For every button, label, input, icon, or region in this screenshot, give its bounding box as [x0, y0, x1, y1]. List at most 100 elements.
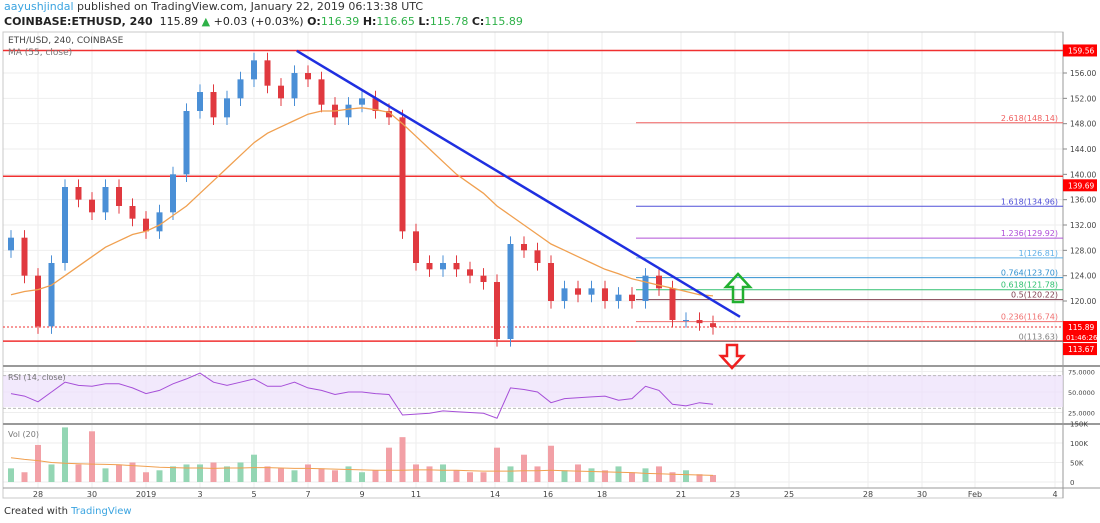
candle-body: [615, 294, 622, 301]
candle-body: [386, 111, 392, 118]
countdown-label: 01:46:26: [1066, 334, 1098, 342]
arrow-down-icon: [718, 343, 746, 370]
volume-bar: [372, 470, 379, 482]
candle-body: [642, 275, 649, 301]
price-level-label: 159.56: [1068, 46, 1094, 55]
candle-body: [345, 104, 352, 118]
triangle-up-icon: ▲: [201, 15, 211, 28]
close-value: 115.89: [484, 15, 523, 28]
candle-body: [534, 250, 541, 264]
volume-bar: [467, 472, 473, 482]
price-level-label: 139.69: [1068, 181, 1094, 190]
volume-bar: [399, 437, 406, 482]
price-tick-label: 120.00: [1070, 297, 1096, 306]
volume-bar: [116, 464, 122, 482]
close-label: C:: [471, 15, 485, 28]
time-tick-label: 30: [917, 490, 927, 499]
volume-ma-line: [10, 457, 714, 476]
candle-body: [75, 187, 82, 200]
candle-body: [507, 244, 514, 339]
fib-level-label: 0.618(121.78): [1001, 281, 1058, 290]
time-tick-label: 5: [251, 490, 256, 499]
chart-frame: [2, 31, 1064, 499]
time-tick-label: 28: [863, 490, 873, 499]
price-label-box: [1063, 343, 1097, 356]
candle-body: [399, 117, 406, 232]
bearish-trendline: [296, 49, 741, 318]
candle-body: [359, 98, 365, 105]
volume-bar: [183, 464, 190, 482]
price-tick-label: 156.00: [1070, 69, 1096, 78]
candle-body: [453, 263, 460, 270]
volume-bar: [480, 472, 487, 482]
time-tick-label: 23: [730, 490, 740, 499]
candle-body: [116, 187, 122, 207]
candle-body: [8, 237, 14, 251]
rsi-line: [10, 372, 714, 419]
volume-bar: [197, 464, 203, 482]
volume-pane: [8, 427, 716, 482]
volume-bar: [278, 468, 284, 482]
candle-body: [237, 79, 244, 99]
volume-bar: [156, 470, 163, 482]
candle-body: [548, 263, 554, 301]
symbol: COINBASE:ETHUSD, 240: [4, 15, 153, 28]
fibonacci-retracement[interactable]: 2.618(148.14) 1.618(134.96) 1.236(129.92) 1…: [636, 114, 1063, 342]
time-tick-label: 4: [1052, 490, 1057, 499]
volume-bar: [413, 464, 419, 482]
volume-tick-label: 100K: [1070, 440, 1088, 448]
volume-bar: [426, 466, 433, 482]
tradingview-logo[interactable]: TradingView: [71, 506, 132, 517]
trendline[interactable]: [296, 49, 741, 318]
volume-bar: [548, 445, 554, 482]
rsi-pane: [3, 372, 1063, 419]
fib-level-label: 1(126.81): [1019, 249, 1058, 258]
fib-level-label: 0.5(120.22): [1011, 291, 1058, 300]
publish-text: published on TradingView.com, January 22…: [77, 0, 424, 13]
price-chart[interactable]: 2.618(148.14) 1.618(134.96) 1.236(129.92) 1…: [0, 0, 1100, 503]
time-tick-label: 28: [33, 490, 43, 499]
low-value: 115.78: [429, 15, 469, 28]
volume-bar: [224, 466, 230, 482]
volume-bar: [575, 464, 581, 482]
price-tick-label: 140.00: [1070, 170, 1096, 179]
candles: [8, 52, 716, 347]
rsi-tick-label: 50.0000: [1068, 389, 1095, 397]
volume-bar: [561, 470, 568, 482]
price-level-label: 113.67: [1068, 345, 1094, 354]
price-tick-label: 132.00: [1070, 221, 1096, 230]
volume-bar: [494, 447, 500, 482]
volume-bar: [8, 468, 14, 482]
high-value: 116.65: [376, 15, 415, 28]
created-with: Created with: [4, 506, 68, 517]
candle-body: [413, 231, 419, 264]
volume-bar: [642, 468, 649, 482]
volume-bar: [683, 470, 689, 482]
candle-body: [210, 92, 217, 118]
fib-level-label: 2.618(148.14): [1001, 114, 1058, 123]
candle-body: [264, 60, 271, 86]
candle-body: [129, 206, 136, 219]
candle-body: [669, 288, 676, 320]
fib-level-label: 0.764(123.70): [1001, 269, 1058, 278]
candle-body: [197, 92, 203, 112]
candle-body: [291, 73, 298, 99]
price-tick-label: 136.00: [1070, 196, 1096, 205]
author-link[interactable]: aayushjindal: [4, 0, 74, 13]
volume-bar: [291, 470, 298, 482]
price-label-box: [1063, 44, 1097, 57]
volume-tick-label: 50K: [1070, 460, 1084, 468]
price-tick-label: 124.00: [1070, 272, 1096, 281]
candle-body: [629, 294, 635, 301]
low-label: L:: [418, 15, 430, 28]
volume-bar: [534, 466, 541, 482]
legend-vol: Vol (20): [8, 430, 39, 439]
time-tick-label: 3: [197, 490, 202, 499]
candle-body: [710, 323, 716, 328]
candle-body: [494, 282, 500, 339]
candle-body: [183, 111, 190, 175]
legend-rsi: RSI (14, close): [8, 373, 66, 382]
candle-body: [561, 288, 568, 301]
symbol-info: COINBASE:ETHUSD, 240 115.89 ▲ +0.03 (+0.…: [4, 15, 523, 28]
fib-level-label: 0.236(116.74): [1001, 313, 1058, 322]
